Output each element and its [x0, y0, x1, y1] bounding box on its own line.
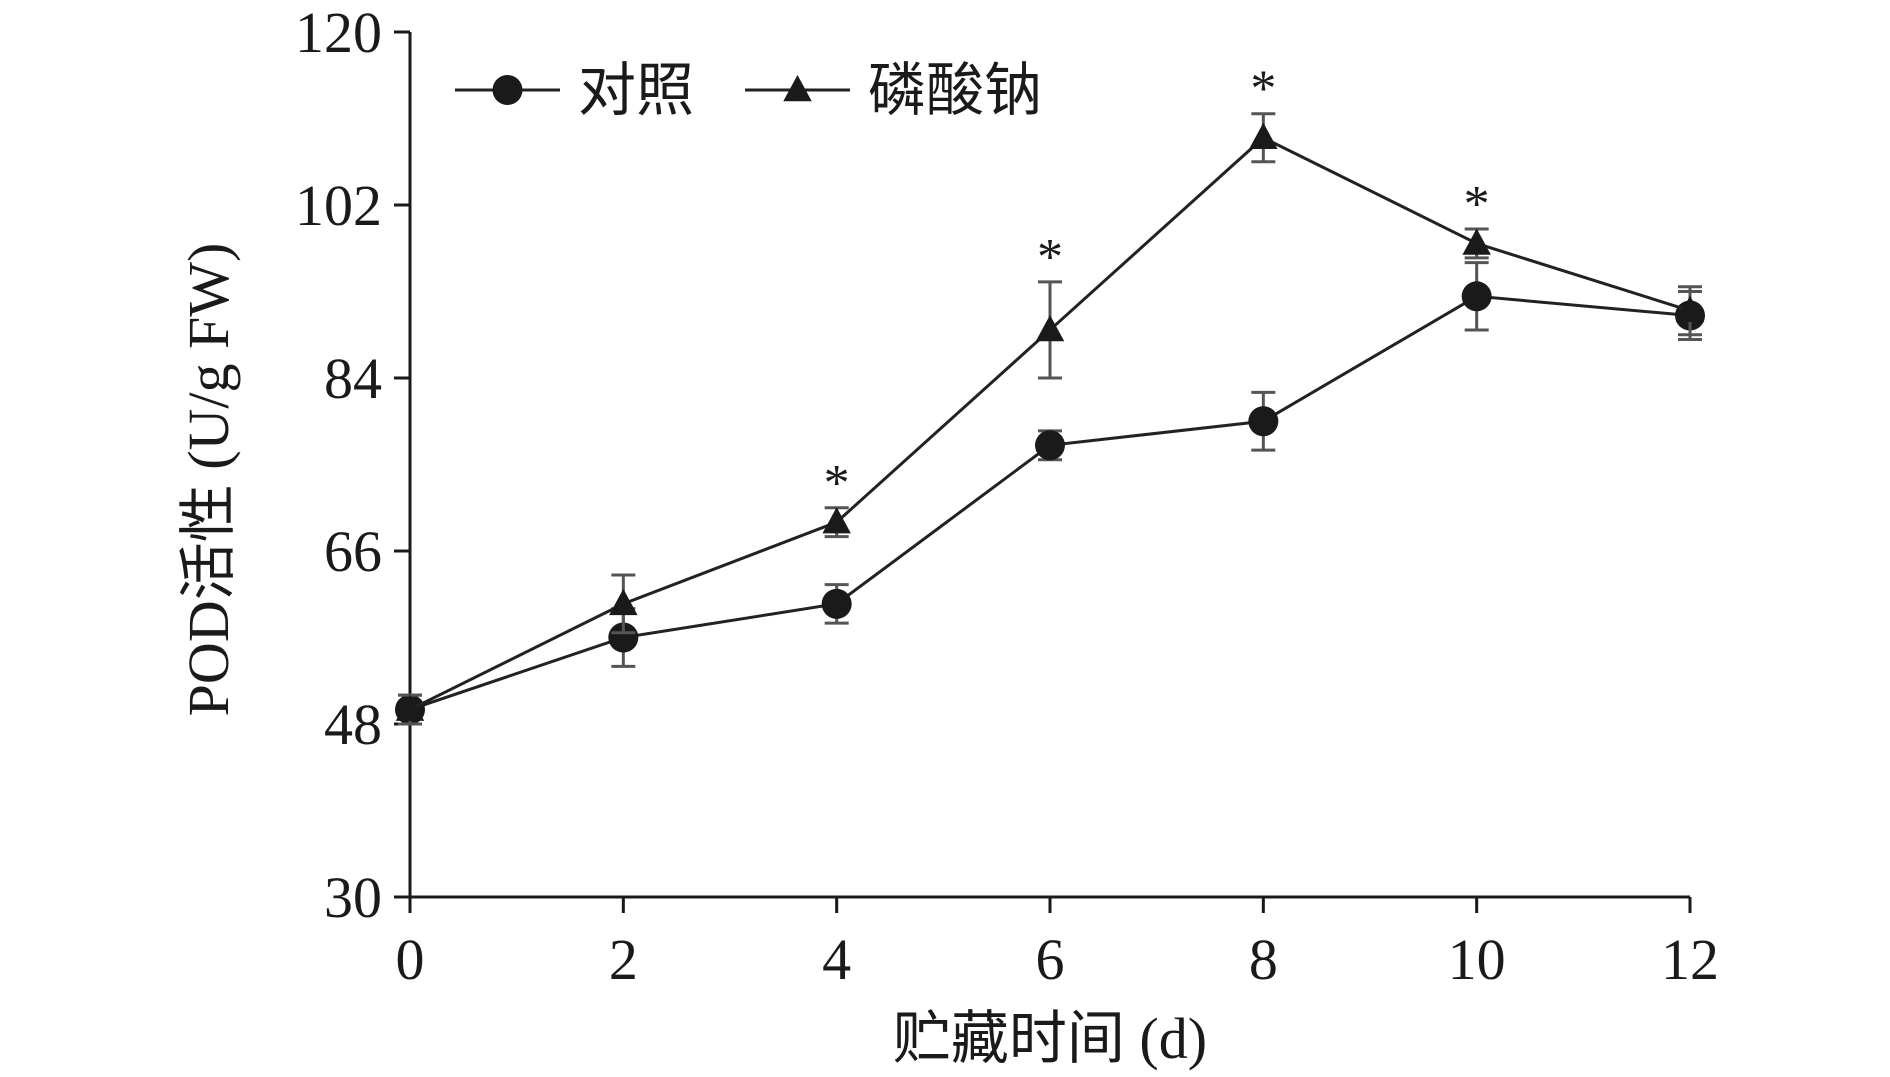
y-tick-label: 48 [324, 692, 382, 757]
data-point [395, 694, 425, 721]
series-line [409, 135, 1691, 711]
x-tick-label: 10 [1448, 927, 1506, 992]
x-tick-label: 2 [609, 927, 638, 992]
series-layer [395, 112, 1705, 726]
y-tick-label: 30 [324, 865, 382, 930]
x-tick-label: 4 [822, 927, 851, 992]
data-point [608, 622, 639, 653]
x-axis-title: 贮藏时间 (d) [893, 1006, 1207, 1071]
x-tick-label: 0 [396, 927, 425, 992]
data-point [609, 588, 638, 616]
x-tick-label: 6 [1036, 927, 1065, 992]
series-control [395, 261, 1705, 726]
data-point [821, 588, 852, 619]
y-tick-label: 120 [295, 0, 382, 65]
data-point [1461, 281, 1492, 312]
legend-item: 对照 [455, 58, 694, 123]
legend-label: 磷酸钠 [868, 58, 1042, 123]
x-tick-label: 8 [1249, 927, 1278, 992]
y-tick-label: 102 [295, 173, 382, 238]
axes [394, 30, 1692, 913]
legend-marker [492, 75, 523, 105]
data-point [1248, 406, 1279, 437]
data-point [1675, 295, 1705, 322]
significance-star: * [1464, 176, 1490, 233]
significance-star: * [824, 455, 850, 512]
y-tick-label: 84 [324, 346, 382, 411]
series-sodium-phosphate [395, 112, 1705, 726]
data-point [1249, 122, 1278, 149]
tick-labels: 30 48 66 84 102 120 0 2 4 6 8 10 12 [295, 0, 1719, 992]
x-tick-label: 12 [1661, 927, 1719, 992]
legend-label: 对照 [578, 58, 694, 123]
legend-marker [783, 75, 812, 102]
legend: 对照 磷酸钠 [455, 58, 1042, 123]
y-tick-label: 66 [324, 519, 382, 584]
significance-annotations: * * * * [824, 61, 1490, 512]
legend-item: 磷酸钠 [745, 58, 1042, 123]
data-point [1035, 314, 1065, 342]
significance-star: * [1250, 61, 1276, 118]
data-point [822, 507, 851, 534]
data-point [1035, 430, 1065, 461]
data-point [1462, 228, 1491, 255]
significance-star: * [1037, 229, 1063, 286]
y-axis-title: POD活性 (U/g FW) [176, 243, 241, 717]
